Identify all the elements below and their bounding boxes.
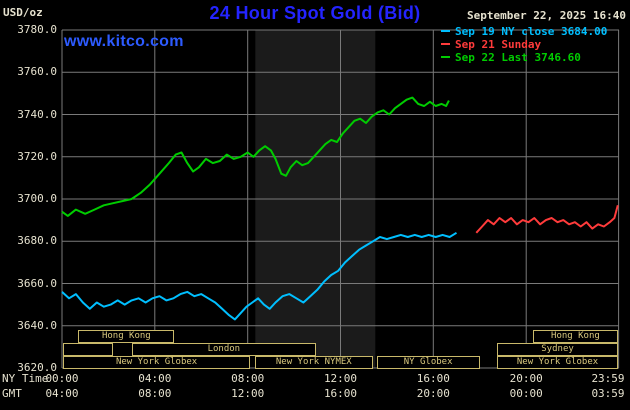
session-hong-kong: Hong Kong: [78, 330, 175, 343]
kitco-watermark-link[interactable]: www.kitco.com: [64, 33, 184, 50]
legend-dash-icon: [441, 56, 450, 58]
x-tick-gmt: 03:59: [591, 387, 625, 400]
session-new-york-nymex: New York NYMEX: [254, 356, 373, 369]
x-tick-ny: 12:00: [323, 372, 358, 385]
x-tick-ny: 16:00: [416, 372, 450, 385]
y-tick-label: 3640.0: [17, 318, 57, 332]
ny-time-axis-label: NY Time: [2, 372, 49, 385]
x-tick-gmt: 04:00: [45, 387, 79, 400]
session-stub: [63, 343, 114, 356]
x-tick-ny: 20:00: [509, 372, 543, 385]
session-new-york-globex: New York Globex: [63, 356, 250, 369]
x-tick-ny: 23:59: [591, 372, 625, 385]
legend-label: Sep 19 NY close 3684.00: [455, 25, 608, 38]
y-tick-label: 3700.0: [17, 192, 57, 205]
x-tick-gmt: 08:00: [138, 387, 172, 400]
gmt-axis-label: GMT: [2, 387, 22, 400]
x-tick-gmt: 00:00: [509, 387, 543, 400]
x-tick-gmt: 16:00: [323, 387, 358, 400]
y-tick-label: 3660.0: [17, 276, 57, 290]
legend-item: Sep 22 Last 3746.60: [441, 51, 607, 64]
legend: Sep 19 NY close 3684.00 Sep 21 Sunday Sep …: [441, 25, 607, 64]
chart-timestamp: September 22, 2025 16:40: [467, 9, 626, 22]
price-line-sep19: [61, 231, 458, 321]
session-ny-globex: NY Globex: [376, 356, 480, 369]
session-hong-kong: Hong Kong: [533, 330, 618, 343]
x-tick-ny: 00:00: [45, 372, 79, 385]
legend-item: Sep 19 NY close 3684.00: [441, 25, 607, 38]
y-tick-label: 3620.0: [17, 361, 57, 374]
x-tick-ny: 04:00: [138, 372, 172, 385]
legend-dash-icon: [441, 43, 450, 45]
y-axis-units: USD/oz: [3, 6, 43, 19]
session-london: London: [131, 343, 317, 356]
chart-title: 24 Hour Spot Gold (Bid): [209, 3, 421, 23]
session-sydney: Sydney: [497, 343, 618, 356]
y-tick-label: 3740.0: [17, 107, 57, 121]
x-tick-ny: 08:00: [231, 372, 265, 385]
x-tick-gmt: 20:00: [416, 387, 450, 400]
legend-dash-icon: [441, 30, 450, 32]
legend-label: Sep 21 Sunday: [455, 38, 542, 51]
legend-label: Sep 22 Last 3746.60: [455, 51, 581, 64]
y-tick-label: 3780.0: [17, 23, 57, 36]
legend-item: Sep 21 Sunday: [441, 38, 607, 51]
price-line-sep21: [475, 205, 619, 234]
y-tick-label: 3680.0: [17, 234, 57, 248]
price-line-sep22: [61, 96, 450, 217]
y-tick-label: 3720.0: [17, 149, 57, 163]
x-tick-gmt: 12:00: [231, 387, 265, 400]
y-tick-label: 3760.0: [17, 65, 57, 79]
session-new-york-globex: New York Globex: [497, 356, 618, 369]
